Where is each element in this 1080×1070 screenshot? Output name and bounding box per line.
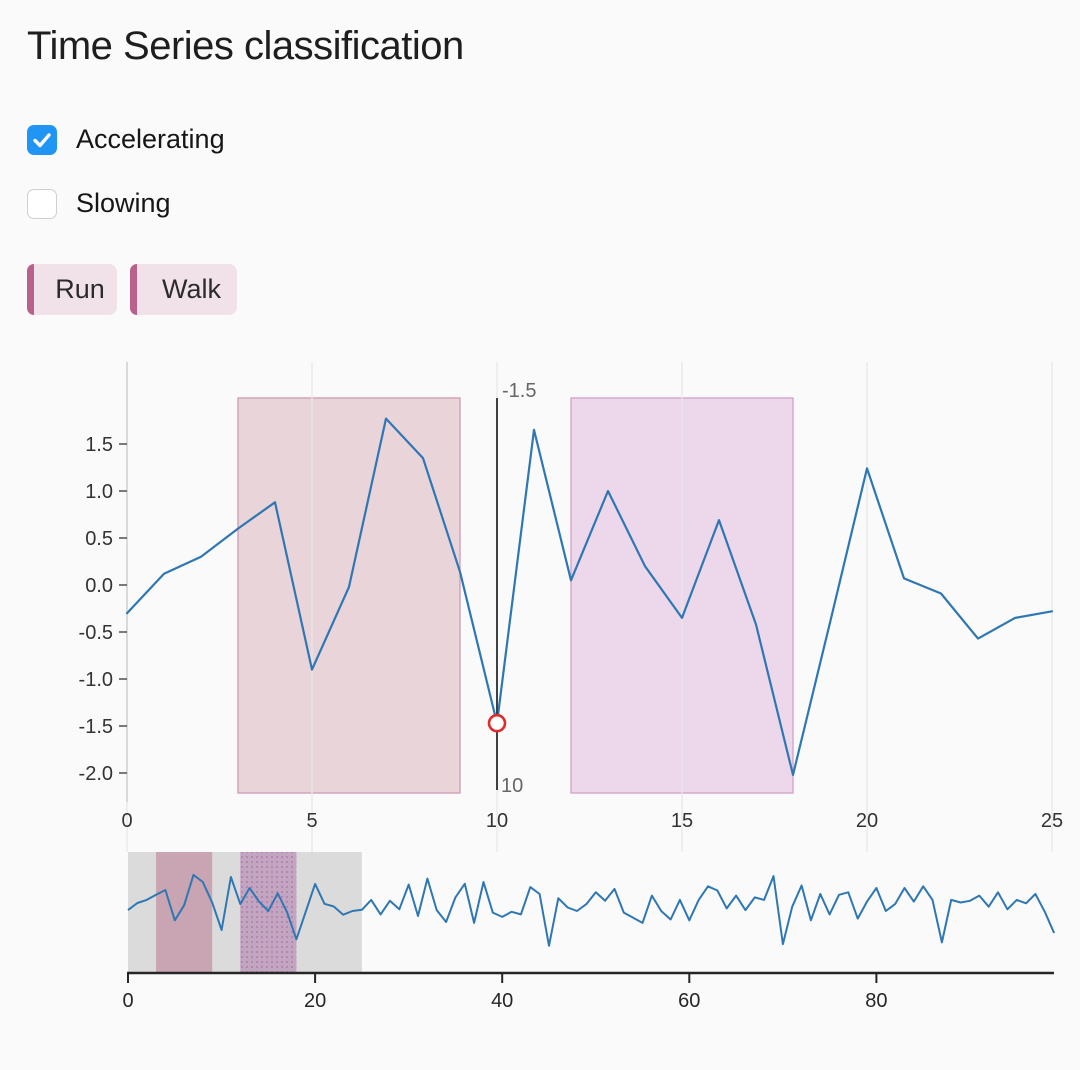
x-tick-label: 10	[486, 810, 508, 832]
walk-button[interactable]: Walk	[130, 264, 237, 315]
annotation-region-run	[237, 397, 461, 794]
y-tick-label: -2.0	[79, 763, 113, 785]
x-tick-label: 0	[121, 810, 132, 832]
checkbox-row-slowing[interactable]: Slowing	[27, 188, 171, 219]
cursor-x-label: 10	[501, 775, 523, 797]
overview-chart[interactable]: 0 20 40 60 80	[122, 852, 1056, 1012]
page-title: Time Series classification	[27, 24, 464, 68]
x-tick-label: 5	[306, 810, 317, 832]
overview-series-line	[127, 873, 1056, 947]
checkbox-slowing[interactable]	[27, 188, 57, 219]
overview-x-tick-label: 80	[865, 990, 887, 1012]
overview-x-tick-label: 0	[122, 990, 133, 1012]
y-tick-label: -0.5	[79, 622, 113, 644]
x-tick-label: 25	[1041, 810, 1063, 832]
overview-x-tick-label: 40	[491, 990, 513, 1012]
run-button-label: Run	[55, 274, 105, 304]
checkbox-slowing-label[interactable]: Slowing	[76, 188, 171, 218]
series-line	[125, 417, 1054, 776]
x-tick-label: 20	[856, 810, 878, 832]
y-tick-label: -1.0	[79, 669, 113, 691]
cursor-value-label: -1.5	[502, 380, 536, 402]
x-tick-label: 15	[671, 810, 693, 832]
main-chart[interactable]: 1.5 1.0 0.5 0.0 -0.5 -1.0 -1.5 -2.0 0 5 10 15 20 25 -1…	[79, 362, 1064, 852]
overview-x-tick-label: 60	[678, 990, 700, 1012]
y-tick-label: 1.5	[85, 434, 113, 456]
checkbox-row-accelerating[interactable]: Accelerating	[27, 124, 225, 155]
hover-marker	[487, 713, 507, 733]
y-tick-label: 0.0	[85, 575, 113, 597]
walk-button-label: Walk	[162, 274, 221, 304]
run-button-accent-stripe	[27, 264, 34, 315]
overview-x-tick-label: 20	[304, 990, 326, 1012]
run-button[interactable]: Run	[27, 264, 117, 315]
walk-button-accent-stripe	[130, 264, 137, 315]
checkbox-accelerating-label[interactable]: Accelerating	[76, 124, 225, 154]
y-tick-label: 1.0	[85, 481, 113, 503]
check-icon	[33, 132, 51, 147]
y-tick-label: -1.5	[79, 716, 113, 738]
overview-region-run	[156, 852, 213, 972]
checkbox-accelerating[interactable]	[27, 124, 57, 155]
y-tick-label: 0.5	[85, 528, 113, 550]
